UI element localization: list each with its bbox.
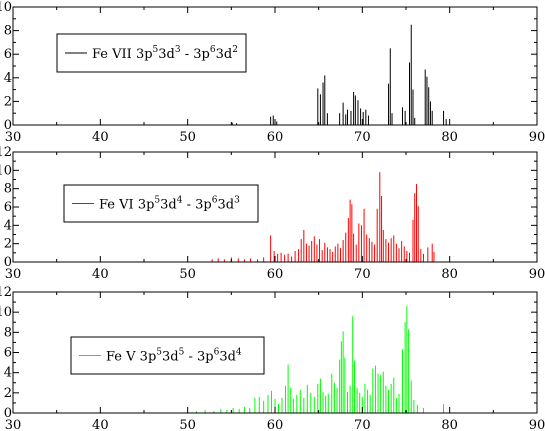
legend-ion: Fe VI xyxy=(99,198,134,213)
legend-fe-v: Fe V 3p5​3d5​ - 3p6​3d4​ xyxy=(70,336,265,375)
y-tick-label: 8 xyxy=(4,325,12,340)
legend-term: 3d xyxy=(217,198,234,213)
y-tick-label: 6 xyxy=(4,47,12,62)
x-tick-label: 80 xyxy=(441,130,458,145)
legend-superscript: 5 xyxy=(179,348,185,358)
x-tick-label: 50 xyxy=(179,418,196,431)
y-tick-label: 6 xyxy=(4,346,12,361)
legend-term: 3p xyxy=(197,350,214,365)
legend-ion: Fe V xyxy=(106,350,136,365)
x-tick-label: 60 xyxy=(267,130,284,145)
y-tick-label: 2 xyxy=(4,237,12,252)
legend-term: 3d xyxy=(216,47,233,62)
legend-term: - xyxy=(182,198,195,213)
x-tick-label: 60 xyxy=(267,267,284,282)
y-tick-label: 4 xyxy=(4,218,12,233)
panel-fe-vii: 30 40 50 60 70 80 90 0 2 4 6 8 10 Fe VII 3p5​3d3​ - 3… xyxy=(0,0,545,145)
x-tick-label: 30 xyxy=(5,267,22,282)
legend-fe-vii: Fe VII 3p5​3d3​ - 3p6​3d2​ xyxy=(56,33,247,73)
series-lines-fe-v xyxy=(195,306,445,413)
y-tick-label: 2 xyxy=(4,94,12,109)
legend-superscript: 2 xyxy=(232,45,238,55)
legend-label-fe-vi: Fe VI 3p5​3d4​ - 3p6​3d3​ xyxy=(99,196,240,213)
x-tick-label: 50 xyxy=(179,267,196,282)
y-tick-label: 2 xyxy=(4,386,12,401)
legend-term: - xyxy=(184,350,197,365)
y-tick-label: 10 xyxy=(0,305,12,320)
legend-superscript: 3 xyxy=(234,196,240,206)
x-tick-label: 90 xyxy=(529,267,545,282)
x-tick-label: 80 xyxy=(441,267,458,282)
y-tick-label: 0 xyxy=(4,118,12,133)
y-tick-label: 0 xyxy=(4,406,12,421)
y-tick-label: 6 xyxy=(4,200,12,215)
legend-term: 3d xyxy=(160,198,177,213)
y-tick-label: 10 xyxy=(0,163,12,178)
legend-term: 3d xyxy=(158,47,175,62)
series-lines-fe-vi xyxy=(211,172,435,262)
legend-term: 3p xyxy=(193,47,210,62)
legend-term: 3d xyxy=(162,350,179,365)
y-tick-label: 0 xyxy=(4,255,12,270)
legend-label-fe-vii: Fe VII 3p5​3d3​ - 3p6​3d2​ xyxy=(92,45,238,62)
legend-label-fe-v: Fe V 3p5​3d5​ - 3p6​3d4​ xyxy=(106,348,242,365)
y-tick-label: 4 xyxy=(4,71,12,86)
legend-superscript: 4 xyxy=(236,348,242,358)
series-lines-fe-vii xyxy=(231,24,447,125)
legend-superscript: 4 xyxy=(177,196,183,206)
legend-term: - xyxy=(181,47,194,62)
panel-fe-vi: 30 40 50 60 70 80 90 0 2 4 6 8 10 12 Fe VI 3p5​3d4​ - … xyxy=(0,145,545,282)
x-tick-label: 40 xyxy=(92,418,109,431)
legend-superscript: 5 xyxy=(154,196,160,206)
legend-fe-vi: Fe VI 3p5​3d4​ - 3p6​3d3​ xyxy=(63,184,259,223)
legend-box-fe-vi xyxy=(63,184,259,223)
y-tick-label: 12 xyxy=(0,145,12,160)
legend-superscript: 6 xyxy=(212,196,218,206)
x-tick-label: 30 xyxy=(5,130,22,145)
legend-superscript: 6 xyxy=(214,348,220,358)
y-tick-label: 8 xyxy=(4,182,12,197)
panel-fe-v: 30 40 50 60 70 80 90 0 2 4 6 8 10 12 Fe V 3p5​3d5​ - 3… xyxy=(0,285,545,431)
y-tick-label: 8 xyxy=(4,24,12,39)
y-tick-label: 10 xyxy=(0,0,12,15)
x-tick-label: 90 xyxy=(529,130,545,145)
x-tick-label: 50 xyxy=(179,130,196,145)
legend-superscript: 6 xyxy=(210,45,216,55)
x-tick-label: 70 xyxy=(354,267,371,282)
legend-term: 3p xyxy=(138,198,155,213)
legend-superscript: 5 xyxy=(153,45,159,55)
x-tick-label: 70 xyxy=(354,418,371,431)
legend-term: 3p xyxy=(136,47,153,62)
legend-ion: Fe VII xyxy=(92,47,132,62)
legend-term: 3p xyxy=(195,198,212,213)
x-tick-label: 80 xyxy=(441,418,458,431)
x-tick-label: 90 xyxy=(529,418,545,431)
legend-superscript: 3 xyxy=(175,45,181,55)
y-tick-label: 4 xyxy=(4,366,12,381)
x-tick-label: 60 xyxy=(267,418,284,431)
x-tick-label: 70 xyxy=(354,130,371,145)
legend-box-fe-v xyxy=(70,336,265,375)
x-tick-label: 40 xyxy=(92,267,109,282)
legend-term: 3p xyxy=(140,350,157,365)
x-tick-label: 40 xyxy=(92,130,109,145)
legend-superscript: 5 xyxy=(156,348,162,358)
y-tick-label: 12 xyxy=(0,285,12,300)
x-tick-label: 30 xyxy=(5,418,22,431)
legend-box-fe-vii xyxy=(56,33,247,73)
legend-term: 3d xyxy=(219,350,236,365)
